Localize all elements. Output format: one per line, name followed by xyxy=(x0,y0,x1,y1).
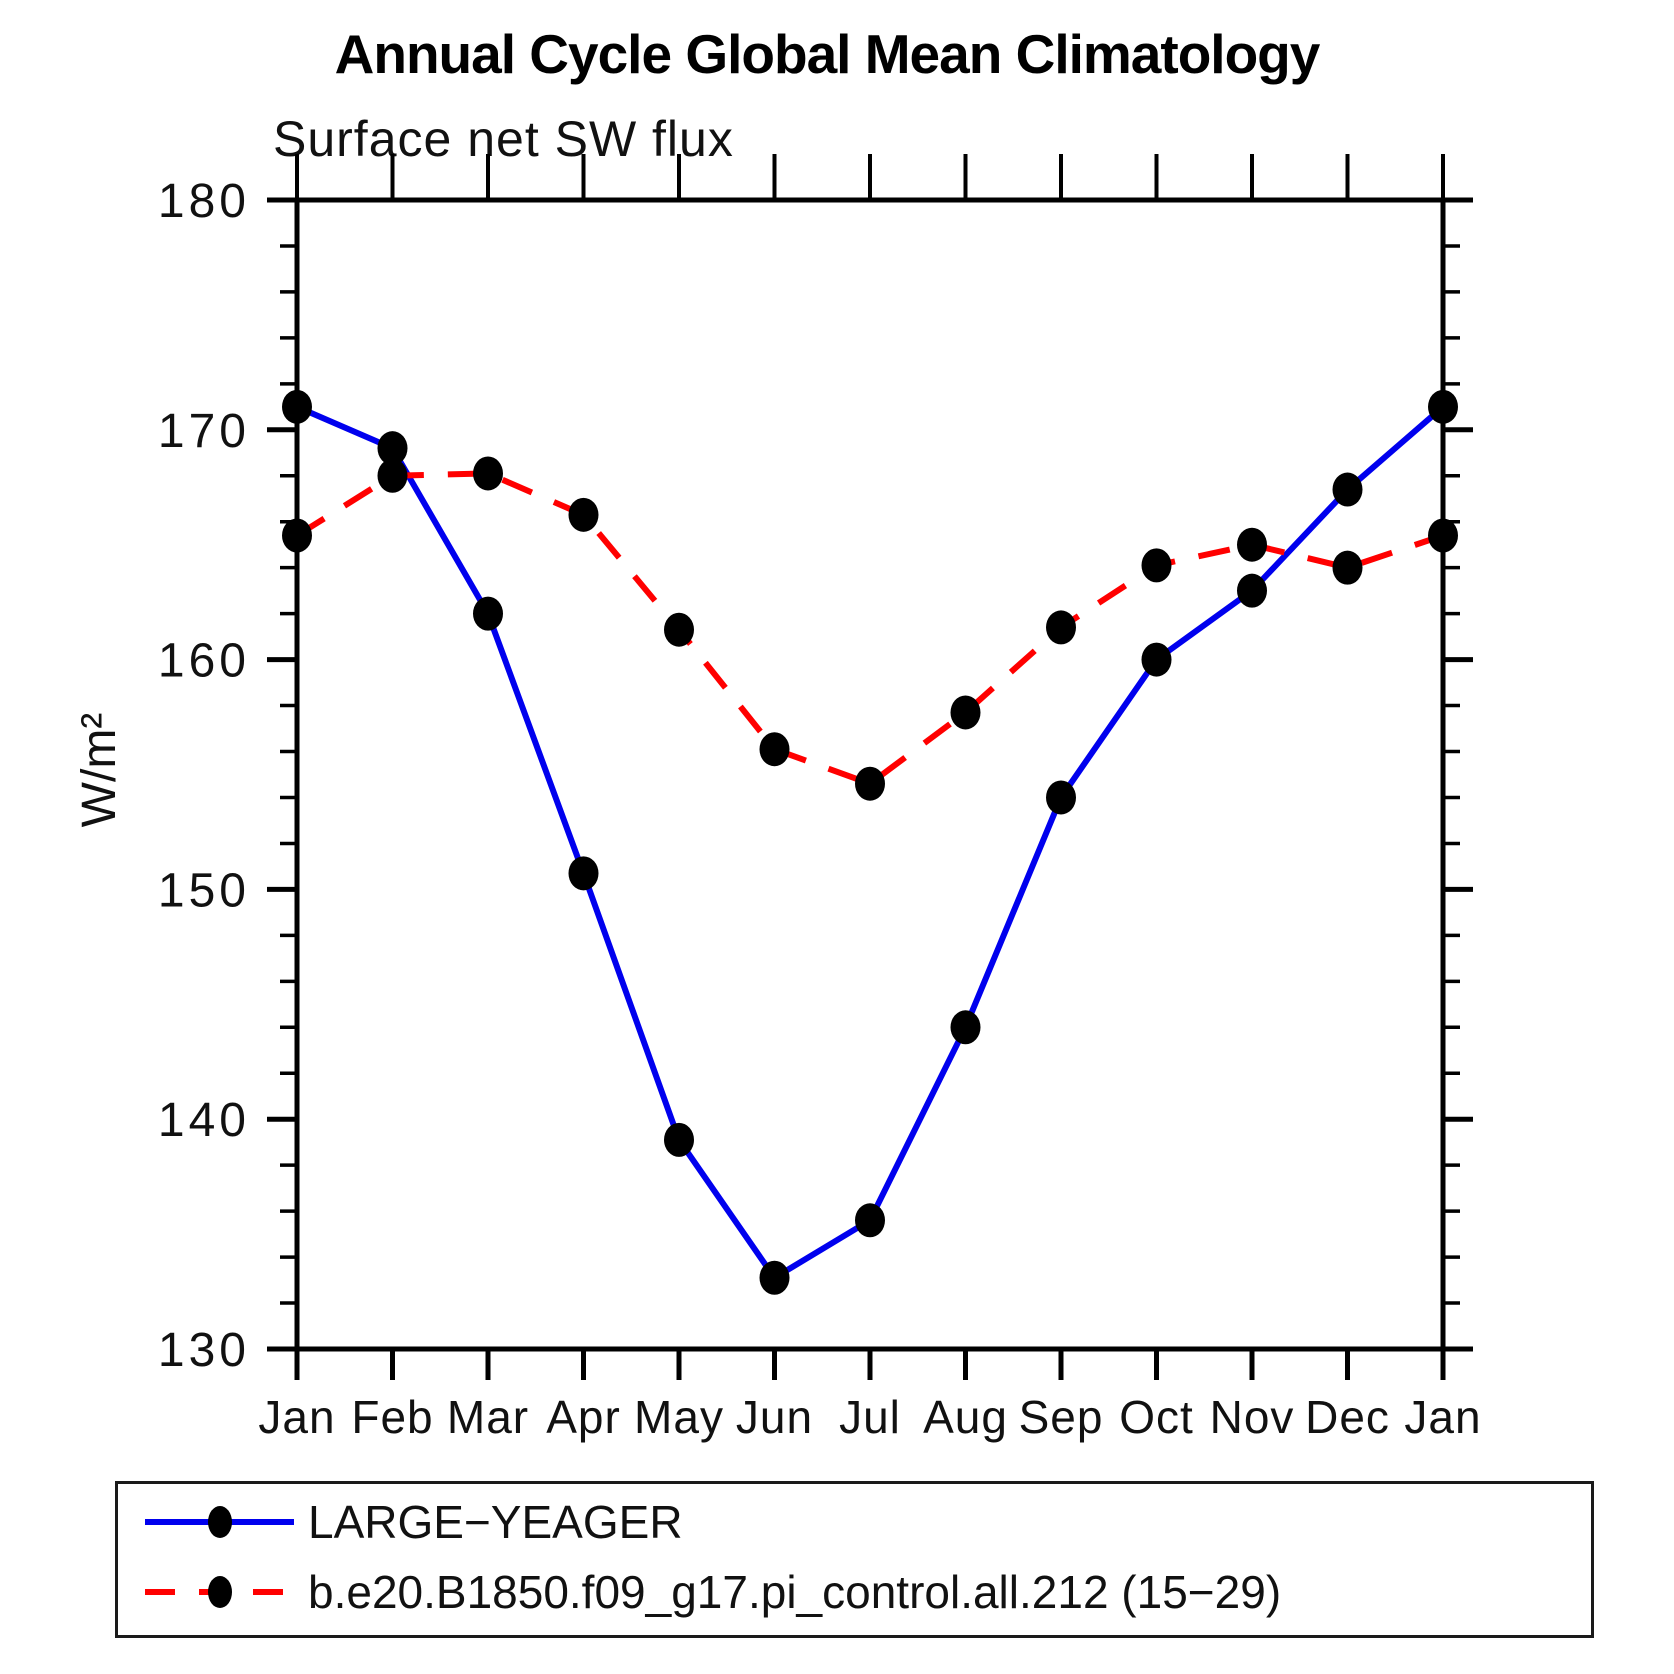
data-point-marker-series-0 xyxy=(568,856,599,891)
y-tick-label: 130 xyxy=(158,1324,250,1377)
data-point-marker-series-1 xyxy=(664,612,694,647)
series-line-0 xyxy=(295,404,1445,1282)
data-point-marker-series-1 xyxy=(282,518,312,553)
legend-line-sample xyxy=(145,1576,294,1608)
data-point-marker-series-1 xyxy=(950,695,981,730)
data-point-marker-series-0 xyxy=(664,1122,694,1157)
x-tick-label: Sep xyxy=(1019,1391,1104,1443)
x-tick-label: Nov xyxy=(1210,1391,1295,1443)
x-tick-label: Jan xyxy=(1404,1391,1481,1443)
series-line-1 xyxy=(295,470,1444,788)
y-tick-label: 150 xyxy=(158,864,250,917)
legend-entry-model-run: b.e20.B1850.f09_g17.pi_control.all.212 (… xyxy=(142,1564,1281,1620)
data-point-marker-series-1 xyxy=(1428,518,1458,553)
data-point-marker-series-0 xyxy=(282,389,312,424)
data-point-marker-series-0 xyxy=(1428,389,1458,424)
legend-box: LARGE−YEAGER b.e20.B1850.f09_g17.pi_cont… xyxy=(115,1481,1594,1638)
data-point-marker-series-0 xyxy=(1046,780,1076,815)
data-point-marker-series-0 xyxy=(759,1260,790,1295)
y-tick-label: 160 xyxy=(158,635,250,688)
data-point-marker-series-1 xyxy=(855,766,885,801)
data-point-marker-series-1 xyxy=(473,456,503,491)
data-point-marker-series-1 xyxy=(759,732,790,767)
y-tick-label: 140 xyxy=(158,1094,250,1147)
axis-frame xyxy=(294,197,1446,1352)
data-point-marker-series-0 xyxy=(855,1203,885,1238)
data-point-marker-series-1 xyxy=(1332,550,1363,585)
data-point-marker-series-1 xyxy=(568,497,599,532)
data-point-marker-series-0 xyxy=(473,596,503,631)
data-point-marker-series-0 xyxy=(1332,472,1363,507)
data-point-marker-series-0 xyxy=(950,1010,981,1045)
legend-label: LARGE−YEAGER xyxy=(308,1496,683,1548)
x-tick-label: Jun xyxy=(736,1391,813,1443)
legend-label: b.e20.B1850.f09_g17.pi_control.all.212 (… xyxy=(308,1566,1282,1618)
x-tick-label: Aug xyxy=(923,1391,1008,1443)
x-tick-label: Oct xyxy=(1119,1391,1194,1443)
data-point-marker-series-0 xyxy=(1141,642,1172,677)
x-tick-label: Mar xyxy=(447,1391,529,1443)
x-tick-label: Jul xyxy=(839,1391,901,1443)
legend-line-sample xyxy=(145,1506,294,1538)
y-axis-title: W/m² xyxy=(73,712,126,828)
data-point-marker-series-1 xyxy=(377,458,408,493)
legend-marker-icon xyxy=(208,1576,232,1608)
chart-subtitle: Surface net SW flux xyxy=(273,111,734,167)
x-tick-label: May xyxy=(634,1391,724,1443)
data-point-marker-series-1 xyxy=(1046,610,1076,645)
data-point-marker-series-1 xyxy=(1237,527,1267,562)
chart-title: Annual Cycle Global Mean Climatology xyxy=(334,23,1321,85)
x-tick-label: Dec xyxy=(1305,1391,1390,1443)
data-point-marker-series-0 xyxy=(377,431,408,466)
legend-marker-icon xyxy=(208,1506,232,1538)
data-point-marker-series-1 xyxy=(1141,548,1172,583)
data-point-marker-series-0 xyxy=(1237,573,1267,608)
y-tick-label: 170 xyxy=(158,405,250,458)
x-tick-label: Feb xyxy=(351,1391,433,1443)
x-tick-label: Jan xyxy=(258,1391,335,1443)
legend-entry-large-yeager: LARGE−YEAGER xyxy=(142,1494,683,1550)
y-tick-label: 180 xyxy=(158,175,250,228)
x-tick-label: Apr xyxy=(546,1391,621,1443)
